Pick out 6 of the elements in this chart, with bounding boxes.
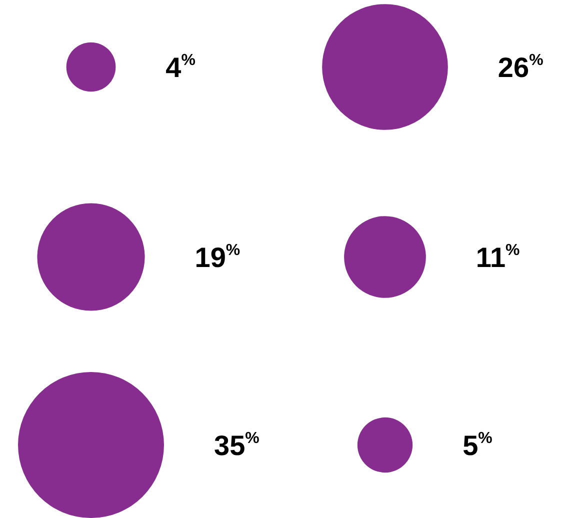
data-label: 4% [166,52,196,83]
data-label: 35% [214,430,260,461]
data-label: 5% [462,430,492,461]
data-label: 26% [498,52,544,83]
data-label: 19% [194,242,240,273]
data-label: 11% [476,242,520,273]
